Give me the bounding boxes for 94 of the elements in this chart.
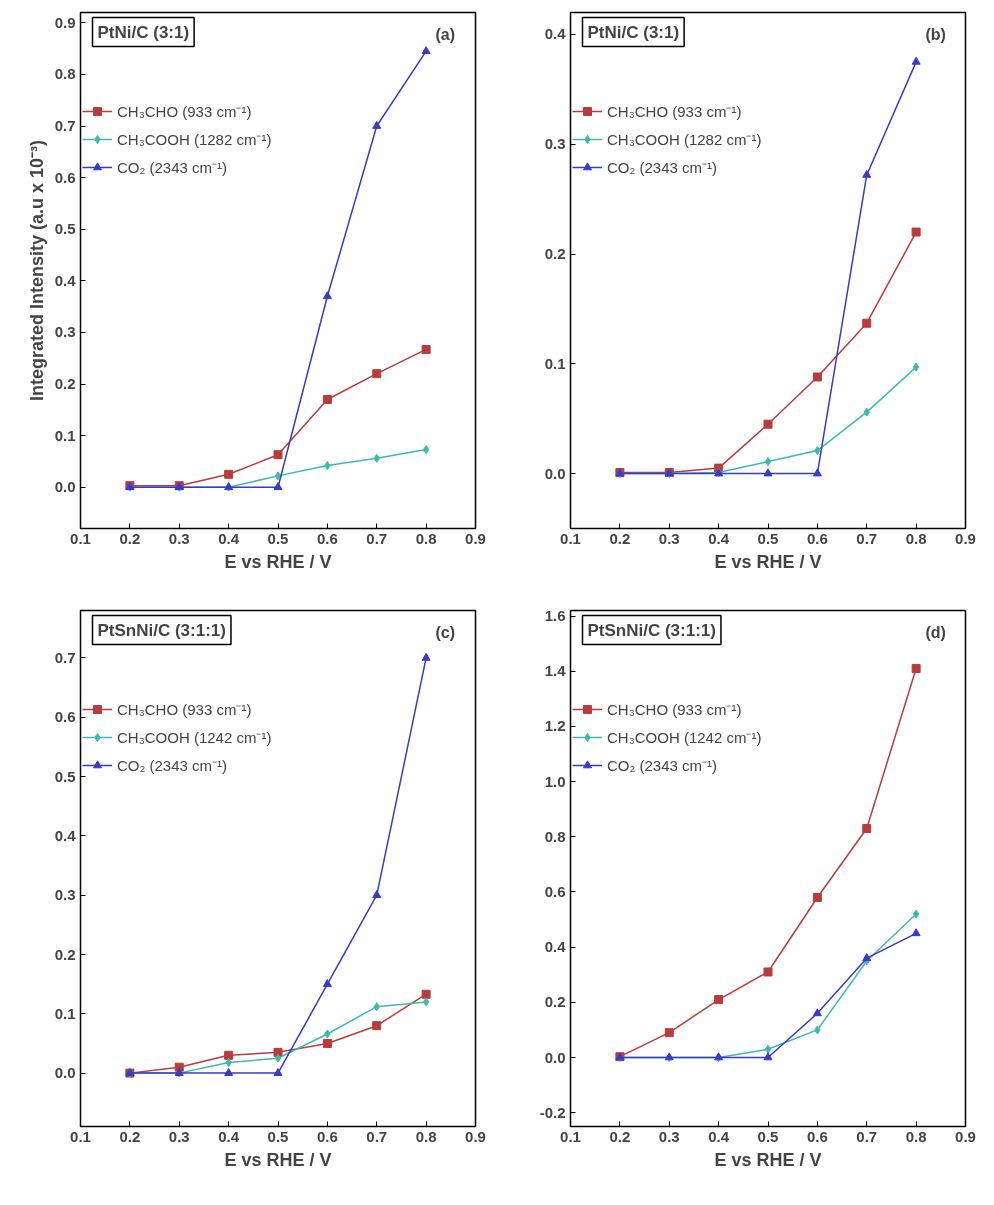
y-tick-label: 0.4 <box>544 25 567 43</box>
legend-label: CH₃COOH (1282 cm⁻¹) <box>117 130 272 149</box>
x-tick-label: 0.1 <box>70 1127 91 1145</box>
x-tick-label: 0.8 <box>905 1127 927 1145</box>
text: PtNi/C (3:1) <box>97 22 190 42</box>
legend-label: CO₂ (2343 cm⁻¹) <box>607 756 718 775</box>
x-tick-label: 0.6 <box>316 529 338 547</box>
y-tick-label: 0.8 <box>54 65 76 83</box>
y-tick-label: 1.0 <box>544 772 566 790</box>
x-tick-label: 0.6 <box>806 1127 828 1145</box>
y-tick-label: 0.0 <box>544 1048 566 1066</box>
y-tick-label: 0.0 <box>544 464 566 482</box>
annotation: (c) <box>435 623 456 641</box>
legend-label: CH₃COOH (1242 cm⁻¹) <box>117 728 272 747</box>
y-tick-label: 0.9 <box>54 13 76 31</box>
y-tick-label: 0.0 <box>54 478 76 496</box>
x-tick-label: 0.7 <box>856 1127 878 1145</box>
x-axis-title: E vs RHE / V <box>224 551 332 572</box>
y-tick-label: 0.1 <box>54 426 76 444</box>
x-tick-label: 0.3 <box>658 529 680 547</box>
y-tick-label: 0.6 <box>54 708 76 726</box>
legend-label: CH₃CHO (933 cm⁻¹) <box>607 102 742 121</box>
x-tick-label: 0.2 <box>119 529 141 547</box>
x-tick-label: 0.1 <box>560 1127 581 1145</box>
x-tick-label: 0.3 <box>168 529 190 547</box>
x-tick-label: 0.5 <box>757 1127 779 1145</box>
y-tick-label: 0.6 <box>54 168 76 186</box>
y-tick-label: -0.2 <box>539 1103 566 1121</box>
x-axis-title: E vs RHE / V <box>714 551 822 572</box>
legend-label: CO₂ (2343 cm⁻¹) <box>607 158 718 177</box>
legend-label: CO₂ (2343 cm⁻¹) <box>117 756 228 775</box>
y-tick-label: 0.5 <box>54 767 76 785</box>
legend-label: CH₃CHO (933 cm⁻¹) <box>117 102 252 121</box>
x-tick-label: 0.3 <box>658 1127 680 1145</box>
x-tick-label: 0.9 <box>465 529 486 547</box>
x-tick-label: 0.2 <box>119 1127 141 1145</box>
y-tick-label: 0.2 <box>54 375 76 393</box>
x-tick-label: 0.4 <box>218 529 240 547</box>
y-tick-label: 0.1 <box>544 354 566 372</box>
annotation: (a) <box>435 25 456 43</box>
y-tick-label: 0.2 <box>544 993 566 1011</box>
x-tick-label: 0.4 <box>708 529 730 547</box>
x-tick-label: 0.8 <box>905 529 927 547</box>
annotation: (b) <box>925 25 946 43</box>
legend-label: CO₂ (2343 cm⁻¹) <box>117 158 228 177</box>
x-tick-label: 0.7 <box>366 1127 388 1145</box>
y-tick-label: 0.3 <box>544 135 566 153</box>
y-tick-label: 0.4 <box>54 271 77 289</box>
annotation: (d) <box>925 623 946 641</box>
x-tick-label: 0.5 <box>757 529 779 547</box>
y-tick-label: 0.5 <box>54 220 76 238</box>
text: PtNi/C (3:1) <box>587 22 680 42</box>
x-tick-label: 0.7 <box>856 529 878 547</box>
text: PtSnNi/C (3:1:1) <box>97 620 226 640</box>
y-tick-label: 0.3 <box>54 323 76 341</box>
y-tick-label: 0.2 <box>544 245 566 263</box>
x-tick-label: 0.3 <box>168 1127 190 1145</box>
x-axis-title: E vs RHE / V <box>714 1149 822 1170</box>
y-tick-label: 0.8 <box>544 827 566 845</box>
x-tick-label: 0.4 <box>708 1127 730 1145</box>
x-tick-label: 0.6 <box>316 1127 338 1145</box>
y-tick-label: 1.6 <box>544 607 566 625</box>
x-tick-label: 0.6 <box>806 529 828 547</box>
y-tick-label: 0.7 <box>54 648 76 666</box>
x-tick-label: 0.2 <box>609 529 631 547</box>
x-tick-label: 0.1 <box>70 529 91 547</box>
legend-label: CH₃CHO (933 cm⁻¹) <box>117 700 252 719</box>
x-tick-label: 0.5 <box>267 1127 289 1145</box>
y-tick-label: 1.4 <box>544 662 567 680</box>
x-tick-label: 0.8 <box>415 1127 437 1145</box>
y-tick-label: 0.1 <box>54 1004 76 1022</box>
y-tick-label: 1.2 <box>544 717 566 735</box>
y-tick-label: 0.4 <box>544 938 567 956</box>
x-tick-label: 0.5 <box>267 529 289 547</box>
x-tick-label: 0.4 <box>218 1127 240 1145</box>
text: PtSnNi/C (3:1:1) <box>587 620 716 640</box>
x-tick-label: 0.9 <box>955 1127 976 1145</box>
x-tick-label: 0.9 <box>955 529 976 547</box>
y-tick-label: 0.0 <box>54 1064 76 1082</box>
y-tick-label: 0.6 <box>544 882 566 900</box>
y-tick-label: 0.2 <box>54 945 76 963</box>
legend-label: CH₃CHO (933 cm⁻¹) <box>607 700 742 719</box>
x-tick-label: 0.9 <box>465 1127 486 1145</box>
x-tick-label: 0.8 <box>415 529 437 547</box>
x-tick-label: 0.2 <box>609 1127 631 1145</box>
x-axis-title: E vs RHE / V <box>224 1149 332 1170</box>
y-tick-label: 0.7 <box>54 117 76 135</box>
y-tick-label: 0.4 <box>54 826 77 844</box>
y-tick-label: 0.3 <box>54 886 76 904</box>
x-tick-label: 0.7 <box>366 529 388 547</box>
legend-label: CH₃COOH (1282 cm⁻¹) <box>607 130 762 149</box>
legend-label: CH₃COOH (1242 cm⁻¹) <box>607 728 762 747</box>
x-tick-label: 0.1 <box>560 529 581 547</box>
y-axis-title: Integrated Intensity (a.u x 10⁻³) <box>26 139 47 402</box>
